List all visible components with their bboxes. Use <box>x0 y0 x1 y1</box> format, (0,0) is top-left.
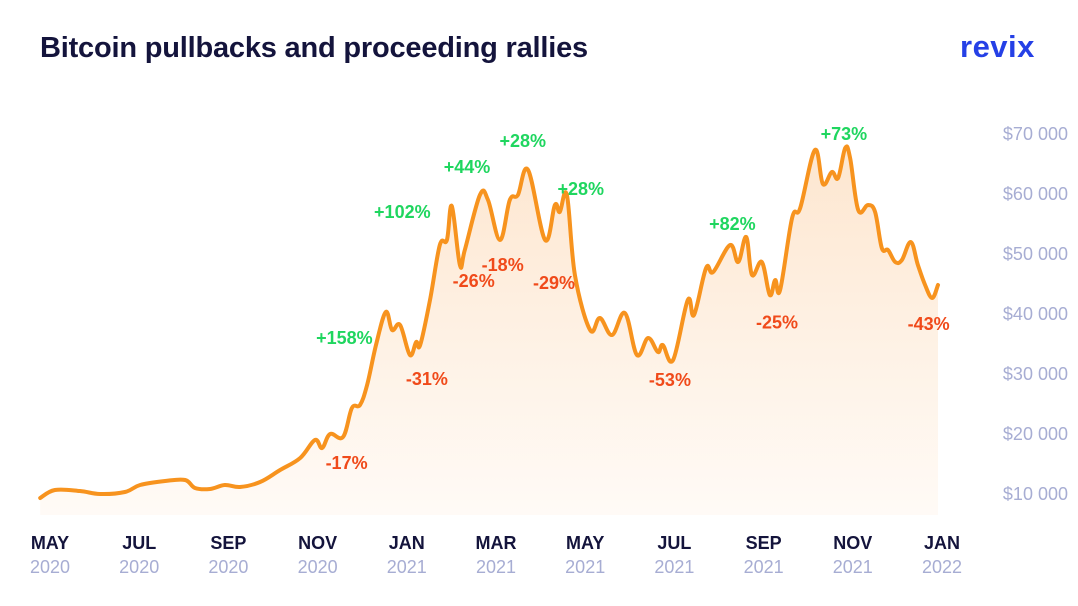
x-tick-year: 2021 <box>654 557 694 577</box>
x-tick-month: NOV <box>833 533 872 553</box>
gain-annotation: +28% <box>499 131 546 151</box>
x-tick-month: MAY <box>566 533 604 553</box>
x-tick-month: MAR <box>476 533 517 553</box>
price-line <box>38 144 940 500</box>
price-area <box>40 146 938 515</box>
x-tick-year: 2021 <box>565 557 605 577</box>
x-tick-month: SEP <box>210 533 246 553</box>
x-tick-year: 2021 <box>744 557 784 577</box>
loss-annotation: -25% <box>756 312 798 332</box>
x-tick-year: 2020 <box>298 557 338 577</box>
loss-annotation: -43% <box>908 314 950 334</box>
gain-annotation: +73% <box>821 124 868 144</box>
loss-annotation: -31% <box>406 369 448 389</box>
x-tick-month: SEP <box>746 533 782 553</box>
x-tick-month: JUL <box>657 533 691 553</box>
x-tick-month: JAN <box>389 533 425 553</box>
gain-annotation: +28% <box>557 179 604 199</box>
x-tick-month: MAY <box>31 533 69 553</box>
x-tick-year: 2020 <box>119 557 159 577</box>
x-tick-year: 2020 <box>30 557 70 577</box>
x-tick-month: NOV <box>298 533 337 553</box>
x-tick-month: JUL <box>122 533 156 553</box>
gain-annotation: +44% <box>444 157 491 177</box>
loss-annotation: -29% <box>533 273 575 293</box>
x-tick-year: 2021 <box>833 557 873 577</box>
loss-annotation: -17% <box>326 453 368 473</box>
revix-logo: revix <box>960 29 1035 64</box>
y-tick-label: $50 000 <box>1003 244 1068 264</box>
y-tick-label: $10 000 <box>1003 484 1068 504</box>
x-tick-year: 2021 <box>476 557 516 577</box>
gain-annotation: +102% <box>374 202 431 222</box>
gain-annotation: +82% <box>709 214 756 234</box>
y-tick-label: $40 000 <box>1003 304 1068 324</box>
x-tick-year: 2021 <box>387 557 427 577</box>
y-tick-label: $20 000 <box>1003 424 1068 444</box>
x-tick-month: JAN <box>924 533 960 553</box>
x-tick-year: 2022 <box>922 557 962 577</box>
loss-annotation: -53% <box>649 370 691 390</box>
loss-annotation: -26% <box>453 271 495 291</box>
loss-annotation: -18% <box>482 255 524 275</box>
y-tick-label: $60 000 <box>1003 184 1068 204</box>
y-tick-label: $70 000 <box>1003 124 1068 144</box>
gain-annotation: +158% <box>316 328 373 348</box>
y-tick-label: $30 000 <box>1003 364 1068 384</box>
x-tick-year: 2020 <box>208 557 248 577</box>
chart-title: Bitcoin pullbacks and proceeding rallies <box>40 32 588 64</box>
